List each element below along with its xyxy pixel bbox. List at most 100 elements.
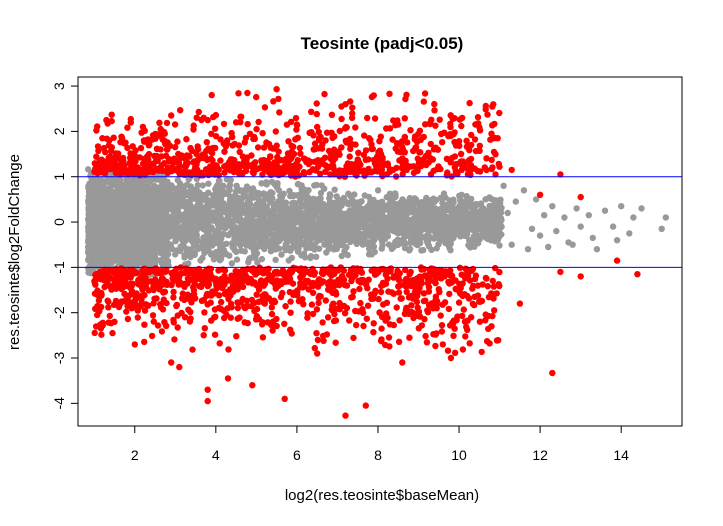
grey-point: [456, 224, 464, 231]
grey-point: [132, 214, 139, 221]
grey-point: [456, 203, 463, 211]
red-point: [313, 110, 320, 118]
grey-point: [314, 206, 322, 213]
red-point: [495, 160, 502, 168]
red-point: [251, 299, 258, 307]
red-point: [187, 144, 194, 152]
red-point: [439, 139, 446, 146]
grey-point: [253, 229, 260, 236]
grey-point: [347, 193, 354, 200]
grey-point: [488, 236, 495, 243]
grey-point: [445, 217, 452, 224]
grey-point: [361, 192, 368, 199]
grey-point: [152, 256, 160, 263]
grey-point: [239, 187, 246, 194]
grey-point: [331, 186, 338, 193]
red-point: [251, 135, 258, 142]
grey-point: [256, 197, 263, 204]
red-point: [134, 314, 141, 321]
grey-point: [373, 205, 380, 212]
grey-point: [302, 196, 310, 203]
grey-point: [299, 201, 306, 208]
grey-point: [337, 229, 344, 236]
red-point: [460, 306, 467, 313]
grey-point: [305, 187, 312, 194]
red-point: [328, 129, 335, 136]
grey-point: [267, 189, 274, 196]
red-point: [432, 331, 439, 338]
red-point: [212, 133, 220, 140]
grey-point: [379, 207, 387, 214]
grey-point: [326, 238, 333, 246]
red-point: [97, 321, 104, 328]
grey-point: [258, 180, 265, 187]
grey-point: [176, 224, 183, 231]
red-point: [489, 122, 496, 129]
grey-point: [104, 244, 111, 251]
red-point: [386, 90, 393, 98]
red-point: [211, 125, 219, 132]
red-point: [269, 298, 276, 305]
grey-point: [217, 202, 225, 209]
grey-point: [626, 230, 633, 237]
grey-point: [425, 212, 432, 219]
grey-point: [638, 205, 645, 212]
red-point: [208, 91, 215, 99]
grey-point: [184, 223, 191, 230]
grey-point: [112, 243, 119, 250]
grey-point: [482, 234, 490, 241]
grey-point: [374, 187, 382, 194]
grey-point: [439, 207, 447, 214]
red-point: [458, 122, 465, 130]
red-point: [286, 288, 293, 296]
grey-point: [300, 250, 308, 257]
red-point: [285, 138, 292, 145]
grey-point: [163, 179, 170, 187]
red-point: [128, 282, 136, 289]
grey-point: [445, 229, 452, 236]
grey-point: [448, 223, 456, 230]
red-point: [380, 301, 387, 308]
grey-point: [206, 213, 214, 220]
grey-point: [497, 196, 504, 203]
red-point: [98, 331, 105, 338]
grey-point: [91, 218, 98, 226]
red-point: [446, 290, 453, 298]
red-point: [201, 325, 208, 332]
grey-point: [343, 229, 350, 236]
grey-point: [163, 227, 171, 234]
grey-point: [333, 193, 340, 200]
grey-point: [198, 243, 205, 251]
red-point: [313, 330, 320, 337]
grey-point: [319, 200, 327, 208]
grey-point: [392, 200, 400, 208]
red-point: [322, 297, 329, 304]
grey-point: [88, 227, 95, 234]
red-point: [272, 128, 279, 135]
red-point: [407, 127, 414, 134]
grey-point: [242, 225, 249, 233]
red-point: [211, 331, 219, 338]
grey-point: [343, 244, 350, 251]
red-point: [177, 107, 184, 114]
red-point: [186, 318, 194, 325]
grey-point: [470, 242, 477, 250]
grey-point: [435, 241, 442, 248]
red-point: [276, 109, 283, 116]
grey-point: [365, 227, 372, 234]
red-point: [183, 136, 190, 143]
red-point: [294, 157, 301, 164]
red-point: [158, 328, 166, 335]
grey-point: [140, 231, 147, 238]
red-point: [315, 128, 322, 136]
grey-point: [171, 191, 179, 198]
grey-point: [201, 238, 208, 245]
red-point: [340, 267, 347, 274]
grey-point: [295, 210, 303, 217]
red-point: [108, 111, 115, 118]
red-point: [237, 113, 244, 121]
grey-point: [378, 245, 385, 252]
red-point: [275, 148, 282, 155]
grey-point: [172, 217, 179, 225]
red-point: [205, 145, 212, 152]
